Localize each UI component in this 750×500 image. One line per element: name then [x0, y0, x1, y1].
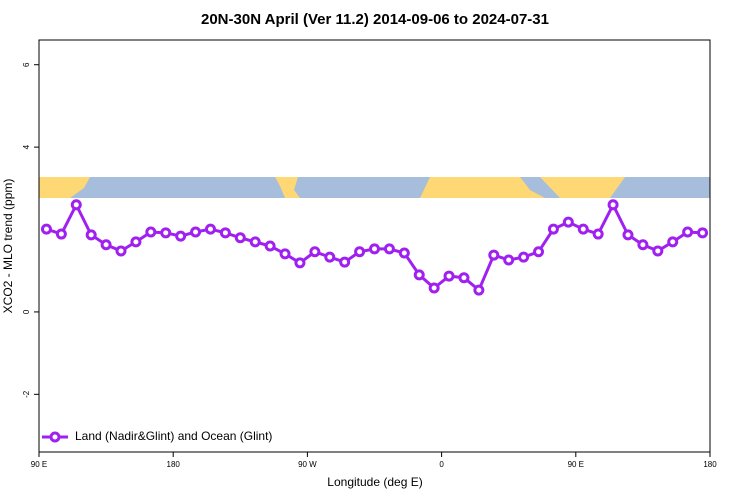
point [697, 227, 709, 239]
point [204, 223, 216, 235]
x-tick-label: 90 E [568, 460, 584, 469]
legend-label: Land (Nadir&Glint) and Ocean (Glint) [75, 429, 272, 443]
point [175, 230, 187, 242]
x-tick-label: 90 E [31, 460, 47, 469]
point [324, 251, 336, 263]
plot-frame [38, 39, 711, 453]
point [488, 249, 500, 261]
point [279, 248, 291, 260]
y-tick-label: -2 [22, 390, 31, 398]
y-tick-label: 6 [22, 62, 31, 67]
point [443, 270, 455, 282]
point [264, 240, 276, 252]
legend: Land (Nadir&Glint) and Ocean (Glint) [42, 429, 272, 443]
point [533, 246, 545, 258]
y-tick-label: 0 [22, 309, 31, 314]
point [577, 223, 589, 235]
point [622, 229, 634, 241]
y-tick-label: 4 [22, 144, 31, 149]
point [562, 216, 574, 228]
point [637, 239, 649, 251]
y-axis-label: XCO2 - MLO trend (ppm) [1, 179, 15, 314]
x-axis-label: Longitude (deg E) [327, 475, 422, 489]
point [219, 227, 231, 239]
point [115, 245, 127, 257]
point [458, 272, 470, 284]
point [130, 236, 142, 248]
point [190, 226, 202, 238]
point [294, 257, 306, 269]
point [398, 247, 410, 259]
point [383, 243, 395, 255]
point [234, 232, 246, 244]
point [145, 226, 157, 238]
point [249, 236, 261, 248]
point [592, 228, 604, 240]
point [503, 254, 515, 266]
chart-title: 20N-30N April (Ver 11.2) 2014-09-06 to 2… [201, 11, 549, 28]
point [682, 226, 694, 238]
point [339, 256, 351, 268]
point [55, 228, 67, 240]
point [85, 229, 97, 241]
point [369, 243, 380, 255]
point [428, 282, 440, 294]
point [473, 284, 485, 296]
x-tick-label: 180 [167, 460, 181, 469]
point [667, 236, 679, 248]
point [309, 246, 321, 258]
point [100, 239, 112, 251]
point [518, 251, 530, 263]
point [40, 223, 52, 235]
x-tick-label: 180 [703, 460, 717, 469]
point [160, 227, 172, 239]
point [70, 199, 82, 211]
point [413, 269, 425, 281]
point [547, 223, 559, 235]
map-strip [39, 177, 710, 198]
legend-marker [49, 431, 61, 443]
point [607, 199, 619, 211]
x-tick-label: 0 [439, 460, 444, 469]
point [652, 245, 664, 257]
point [354, 246, 366, 258]
x-tick-label: 90 W [298, 460, 317, 469]
